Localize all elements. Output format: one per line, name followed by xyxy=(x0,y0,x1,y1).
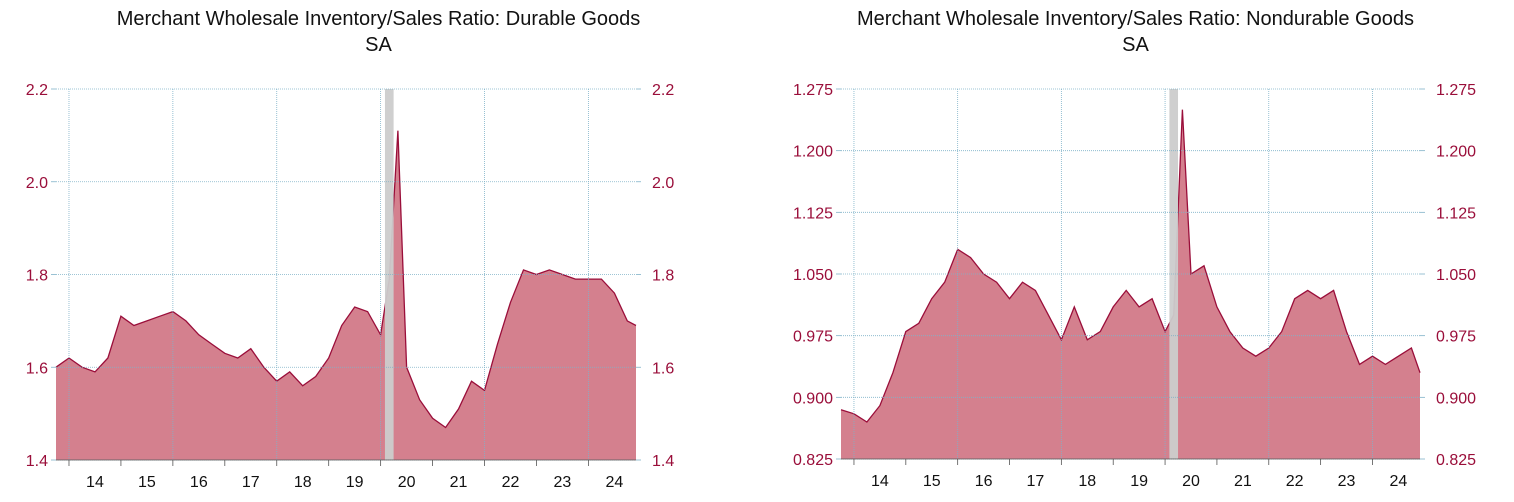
y-tick-label-left: 1.125 xyxy=(793,205,833,222)
y-tick-label-right: 1.050 xyxy=(1436,267,1476,284)
x-tick-label: 16 xyxy=(190,474,208,491)
x-tick-label: 24 xyxy=(1389,473,1407,490)
chart-subtitle-text: SA xyxy=(365,34,392,56)
x-tick-label: 18 xyxy=(294,474,312,491)
chart-panel-nondurable: Merchant Wholesale Inventory/Sales Ratio… xyxy=(757,0,1514,502)
y-tick-label-left: 1.8 xyxy=(26,268,48,285)
y-tick-label-right: 1.6 xyxy=(652,360,674,377)
y-tick-label-left: 1.050 xyxy=(793,267,833,284)
chart-title-nondurable: Merchant Wholesale Inventory/Sales Ratio… xyxy=(757,6,1514,58)
y-tick-label-left: 0.975 xyxy=(793,329,833,346)
y-tick-label-right: 1.200 xyxy=(1436,144,1476,161)
y-tick-label-right: 2.0 xyxy=(652,175,674,192)
x-tick-label: 23 xyxy=(1338,473,1356,490)
y-tick-label-left: 1.4 xyxy=(26,453,48,470)
x-tick-label: 17 xyxy=(1027,473,1045,490)
chart-plot-durable: 1.4 1.4 1.6 1.6 1.8 1.8 2.0 2.0 2.2 2.2 14 15 16 17 18… xyxy=(26,82,675,491)
y-tick-label-left: 0.825 xyxy=(793,452,833,469)
x-tick-label: 22 xyxy=(1286,473,1304,490)
series-line xyxy=(840,109,1421,423)
series-area xyxy=(56,130,636,460)
y-tick-label-left: 1.6 xyxy=(26,360,48,377)
chart-title-text: Merchant Wholesale Inventory/Sales Ratio… xyxy=(116,8,641,30)
x-tick-label: 15 xyxy=(138,474,156,491)
chart-subtitle-text: SA xyxy=(1122,34,1149,56)
y-tick-label-left: 0.900 xyxy=(793,390,833,407)
x-tick-label: 14 xyxy=(86,474,104,491)
x-tick-label: 22 xyxy=(502,474,520,491)
x-tick-label: 14 xyxy=(871,473,889,490)
x-tick-label: 23 xyxy=(554,474,572,491)
x-tick-label: 20 xyxy=(398,474,416,491)
x-tick-label: 15 xyxy=(923,473,941,490)
chart-panel-durable: Merchant Wholesale Inventory/Sales Ratio… xyxy=(0,6,757,491)
chart-plot-nondurable: 0.825 0.825 0.900 0.900 0.975 0.975 1.050 1.050… xyxy=(793,82,1476,490)
y-tick-label-left: 1.200 xyxy=(793,144,833,161)
series-line xyxy=(55,130,637,429)
y-tick-label-left: 2.0 xyxy=(26,175,48,192)
chart-title-durable: Merchant Wholesale Inventory/Sales Ratio… xyxy=(0,6,757,58)
y-tick-label-left: 1.275 xyxy=(793,82,833,99)
series-area xyxy=(841,109,1420,459)
x-tick-label: 17 xyxy=(242,474,260,491)
x-tick-label: 19 xyxy=(346,474,364,491)
y-tick-label-right: 0.900 xyxy=(1436,390,1476,407)
recession-band xyxy=(384,89,394,460)
y-tick-label-right: 2.2 xyxy=(652,82,674,99)
y-tick-label-left: 2.2 xyxy=(26,82,48,99)
y-tick-label-right: 0.825 xyxy=(1436,452,1476,469)
x-tick-label: 19 xyxy=(1130,473,1148,490)
y-tick-label-right: 1.125 xyxy=(1436,205,1476,222)
y-tick-label-right: 1.275 xyxy=(1436,82,1476,99)
y-tick-label-right: 1.4 xyxy=(652,453,674,470)
x-tick-label: 21 xyxy=(1234,473,1252,490)
x-tick-label: 24 xyxy=(605,474,623,491)
x-tick-label: 21 xyxy=(450,474,468,491)
y-tick-label-right: 0.975 xyxy=(1436,329,1476,346)
chart-title-text: Merchant Wholesale Inventory/Sales Ratio… xyxy=(857,8,1414,30)
y-tick-label-right: 1.8 xyxy=(652,268,674,285)
x-tick-label: 18 xyxy=(1078,473,1096,490)
x-tick-label: 16 xyxy=(975,473,993,490)
x-tick-label: 20 xyxy=(1182,473,1200,490)
